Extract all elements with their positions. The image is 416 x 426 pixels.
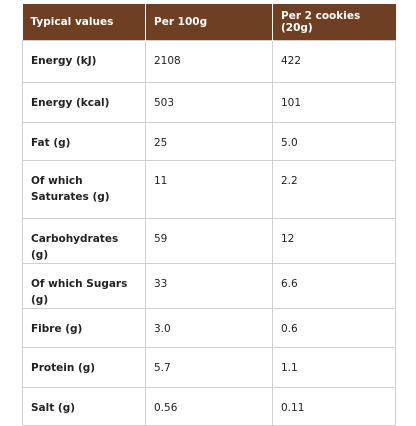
header-cell: Per 2 cookies (20g) — [272, 4, 396, 41]
nutrient-value: 5.0 — [272, 122, 396, 161]
header-cell: Per 100g — [145, 4, 273, 41]
table-row: Energy (kJ) 2108 422 — [22, 40, 396, 83]
nutrient-label: Energy (kcal) — [22, 82, 146, 123]
nutrient-label: Fat (g) — [22, 122, 146, 161]
nutrient-label: Of which Saturates (g) — [22, 160, 146, 219]
header-cell: Typical values — [22, 4, 146, 41]
nutrient-value: 422 — [272, 40, 396, 83]
nutrient-value: 11 — [145, 160, 273, 219]
nutrient-value: 3.0 — [145, 308, 273, 348]
nutrient-value: 0.11 — [272, 387, 396, 426]
table-row: Salt (g) 0.56 0.11 — [22, 387, 396, 426]
table-row: Protein (g) 5.7 1.1 — [22, 347, 396, 388]
nutrition-table: Typical values Per 100g Per 2 cookies (20g… — [22, 4, 396, 426]
table-row: Energy (kcal) 503 101 — [22, 82, 396, 123]
nutrient-value: 33 — [145, 263, 273, 309]
nutrient-label: Fibre (g) — [22, 308, 146, 348]
nutrient-value: 0.56 — [145, 387, 273, 426]
nutrition-table-container: Typical values Per 100g Per 2 cookies (20g… — [22, 4, 396, 426]
nutrient-value: 12 — [272, 218, 396, 264]
table-row: Of which Sugars (g) 33 6.6 — [22, 263, 396, 309]
nutrient-value: 59 — [145, 218, 273, 264]
nutrient-value: 2.2 — [272, 160, 396, 219]
nutrient-label: Protein (g) — [22, 347, 146, 388]
nutrient-value: 25 — [145, 122, 273, 161]
header-row: Typical values Per 100g Per 2 cookies (20g… — [22, 4, 396, 41]
nutrient-label: Salt (g) — [22, 387, 146, 426]
nutrient-value: 503 — [145, 82, 273, 123]
nutrient-label: Energy (kJ) — [22, 40, 146, 83]
table-row: Fat (g) 25 5.0 — [22, 122, 396, 161]
nutrient-value: 2108 — [145, 40, 273, 83]
table-row: Of which Saturates (g) 11 2.2 — [22, 160, 396, 219]
nutrient-value: 1.1 — [272, 347, 396, 388]
nutrient-value: 6.6 — [272, 263, 396, 309]
table-row: Carbohydrates (g) 59 12 — [22, 218, 396, 264]
table-row: Fibre (g) 3.0 0.6 — [22, 308, 396, 348]
nutrient-value: 101 — [272, 82, 396, 123]
nutrient-value: 5.7 — [145, 347, 273, 388]
nutrient-label: Of which Sugars (g) — [22, 263, 146, 309]
table-body: Energy (kJ) 2108 422 Energy (kcal) 503 101 Fat… — [22, 40, 396, 426]
table-header: Typical values Per 100g Per 2 cookies (20g… — [22, 4, 396, 41]
nutrient-value: 0.6 — [272, 308, 396, 348]
nutrient-label: Carbohydrates (g) — [22, 218, 146, 264]
page: {"table": { "header": ["Typical values",… — [22, 4, 396, 426]
